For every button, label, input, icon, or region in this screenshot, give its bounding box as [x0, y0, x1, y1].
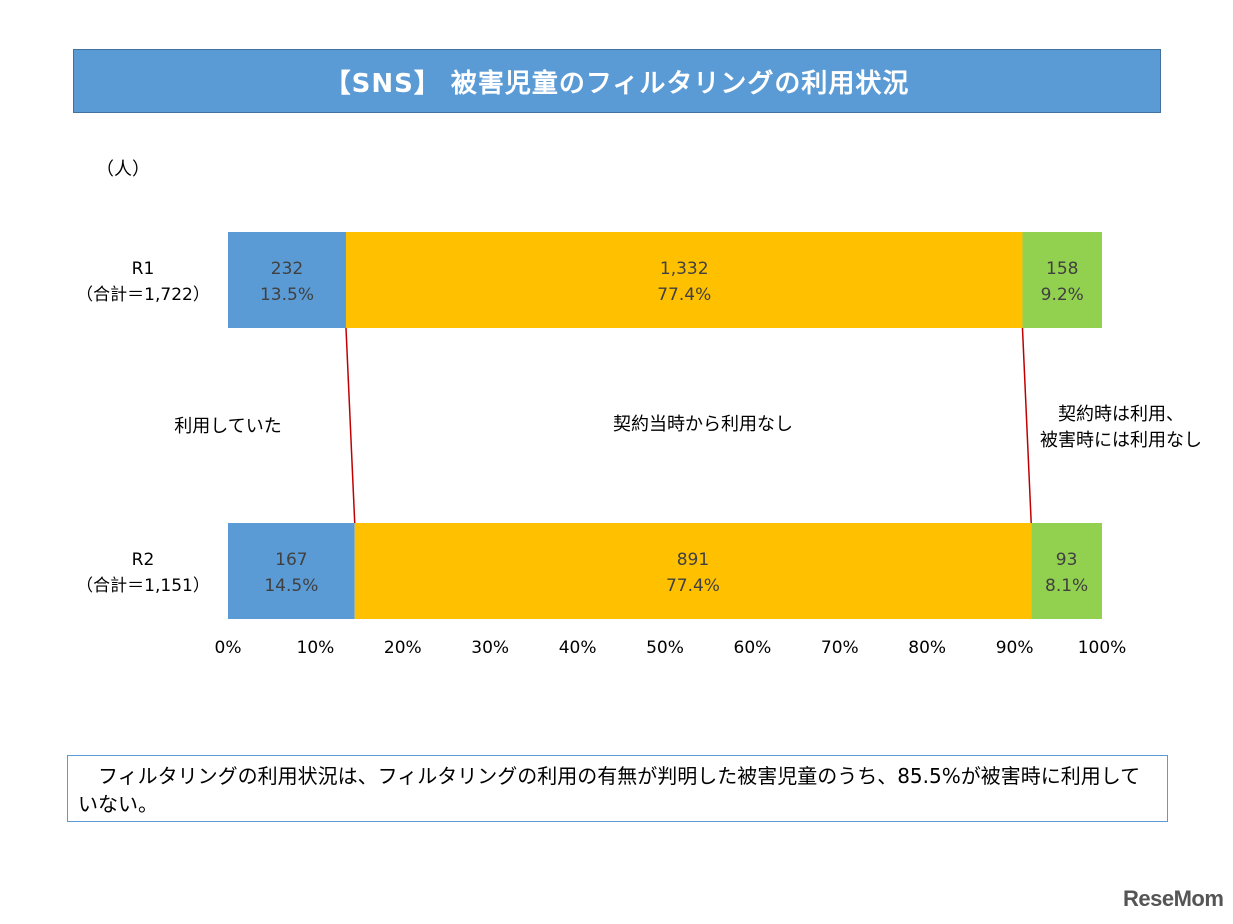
x-tick-label: 60%	[734, 638, 772, 658]
connector-line	[1021, 327, 1032, 524]
bar-segment	[1031, 523, 1102, 619]
bar-percent-label: 77.4%	[666, 576, 720, 596]
resemom-logo: ReseMom	[1123, 886, 1224, 911]
category-label: R2	[132, 550, 155, 570]
x-tick-label: 80%	[908, 638, 946, 658]
bar-count-label: 158	[1046, 259, 1078, 279]
page-title: 【SNS】 被害児童のフィルタリングの利用状況	[324, 68, 910, 99]
bar-percent-label: 77.4%	[657, 285, 711, 305]
bar-segment	[228, 232, 346, 328]
x-tick-label: 0%	[215, 638, 242, 658]
x-tick-label: 100%	[1078, 638, 1127, 658]
bar-count-label: 232	[271, 259, 303, 279]
bar-percent-label: 9.2%	[1041, 285, 1084, 305]
x-tick-label: 30%	[471, 638, 509, 658]
series-label: 被害時には利用なし	[1040, 430, 1202, 451]
bar-count-label: 1,332	[660, 259, 709, 279]
bar-percent-label: 14.5%	[264, 576, 318, 596]
unit-label: （人）	[96, 159, 150, 180]
category-total-label: （合計＝1,722）	[76, 285, 210, 305]
category-total-label: （合計＝1,151）	[76, 576, 210, 596]
connector-line	[345, 327, 356, 524]
title-banner: 【SNS】 被害児童のフィルタリングの利用状況	[73, 49, 1161, 113]
bar-segment	[228, 523, 355, 619]
bar-count-label: 167	[275, 550, 307, 570]
series-label: 契約当時から利用なし	[613, 414, 793, 435]
category-label: R1	[132, 259, 155, 279]
x-tick-label: 90%	[996, 638, 1034, 658]
x-tick-label: 50%	[646, 638, 684, 658]
series-label: 契約時は利用、	[1058, 404, 1184, 425]
summary-note: フィルタリングの利用状況は、フィルタリングの利用の有無が判明した被害児童のうち、…	[67, 755, 1168, 822]
x-tick-label: 20%	[384, 638, 422, 658]
bar-segment	[1022, 232, 1102, 328]
x-tick-label: 40%	[559, 638, 597, 658]
bar-percent-label: 8.1%	[1045, 576, 1088, 596]
x-tick-label: 10%	[297, 638, 335, 658]
bar-segment	[345, 232, 1023, 328]
series-label: 利用していた	[174, 416, 281, 437]
bar-segment	[354, 523, 1032, 619]
x-tick-label: 70%	[821, 638, 859, 658]
bar-percent-label: 13.5%	[260, 285, 314, 305]
bar-count-label: 891	[677, 550, 709, 570]
bar-count-label: 93	[1056, 550, 1078, 570]
